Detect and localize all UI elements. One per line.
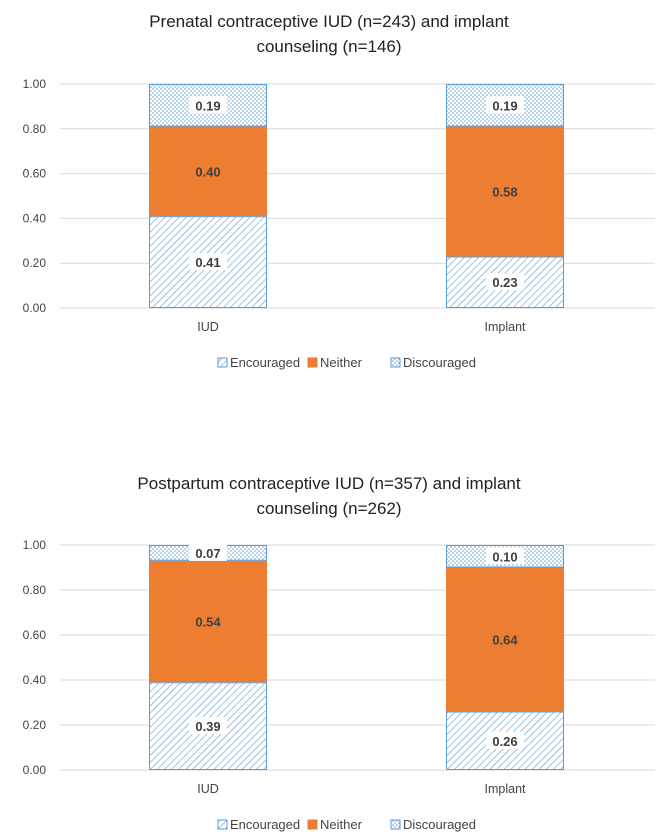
chart-panel-0: Prenatal contraceptive IUD (n=243) and i… [23,12,655,370]
legend-label: Encouraged [230,355,300,370]
bar-segment-neither [149,126,267,217]
data-label-bg [486,547,524,565]
data-label-bg [486,731,524,749]
data-label: 0.23 [492,275,517,290]
data-label-bg [189,96,227,114]
data-label: 0.64 [492,633,518,648]
legend-label: Neither [320,355,363,370]
data-label: 0.19 [195,98,220,113]
data-label: 0.19 [492,98,517,113]
data-label: 0.07 [195,546,220,561]
data-label-bg [189,717,227,735]
legend-swatch-encouraged [217,819,228,830]
legend: Encouraged Neither Discouraged [217,817,476,832]
data-label: 0.10 [492,549,517,564]
legend-label: Discouraged [403,817,476,832]
x-category-label: Implant [485,782,527,796]
y-tick-label: 0.60 [23,167,47,181]
data-label: 0.39 [195,719,220,734]
legend-label: Discouraged [403,355,476,370]
y-tick-label: 0.40 [23,211,47,225]
chart-title-line: counseling (n=146) [256,37,401,56]
data-label: 0.40 [195,164,220,179]
x-category-label: IUD [197,782,219,796]
chart-panel-1: Postpartum contraceptive IUD (n=357) and… [23,474,655,832]
legend-swatch-neither [307,357,318,368]
bar-segment-neither [149,560,267,683]
y-tick-label: 1.00 [23,538,47,552]
y-tick-label: 0.60 [23,628,47,642]
y-tick-label: 0.80 [23,583,47,597]
legend-swatch-neither [307,819,318,830]
data-label: 0.58 [492,185,517,200]
chart-title-line: Prenatal contraceptive IUD (n=243) and i… [149,12,509,31]
data-label: 0.41 [195,255,220,270]
bar-segment-discouraged [446,84,564,127]
data-label-bg [189,543,227,561]
legend-label: Neither [320,817,363,832]
y-tick-label: 0.20 [23,718,47,732]
x-category-label: Implant [485,320,527,334]
y-tick-label: 0.00 [23,301,47,315]
legend-label: Encouraged [230,817,300,832]
x-category-label: IUD [197,320,219,334]
chart-title-line: counseling (n=262) [256,499,401,518]
y-tick-label: 0.40 [23,673,47,687]
legend-swatch-encouraged [217,357,228,368]
data-label-bg [486,273,524,291]
data-label: 0.26 [492,734,517,749]
y-tick-label: 0.00 [23,763,47,777]
legend: Encouraged Neither Discouraged [217,355,476,370]
legend-swatch-discouraged [390,357,401,368]
bar-segment-neither [446,567,564,712]
bar-segment-encouraged [149,216,267,308]
y-tick-label: 0.20 [23,256,47,270]
y-tick-label: 1.00 [23,77,47,91]
data-label-bg [486,96,524,114]
legend-swatch-discouraged [390,819,401,830]
bar-segment-neither [446,126,564,257]
chart-title-line: Postpartum contraceptive IUD (n=357) and… [137,474,520,493]
data-label-bg [189,253,227,271]
data-label: 0.54 [195,615,221,630]
y-tick-label: 0.80 [23,122,47,136]
